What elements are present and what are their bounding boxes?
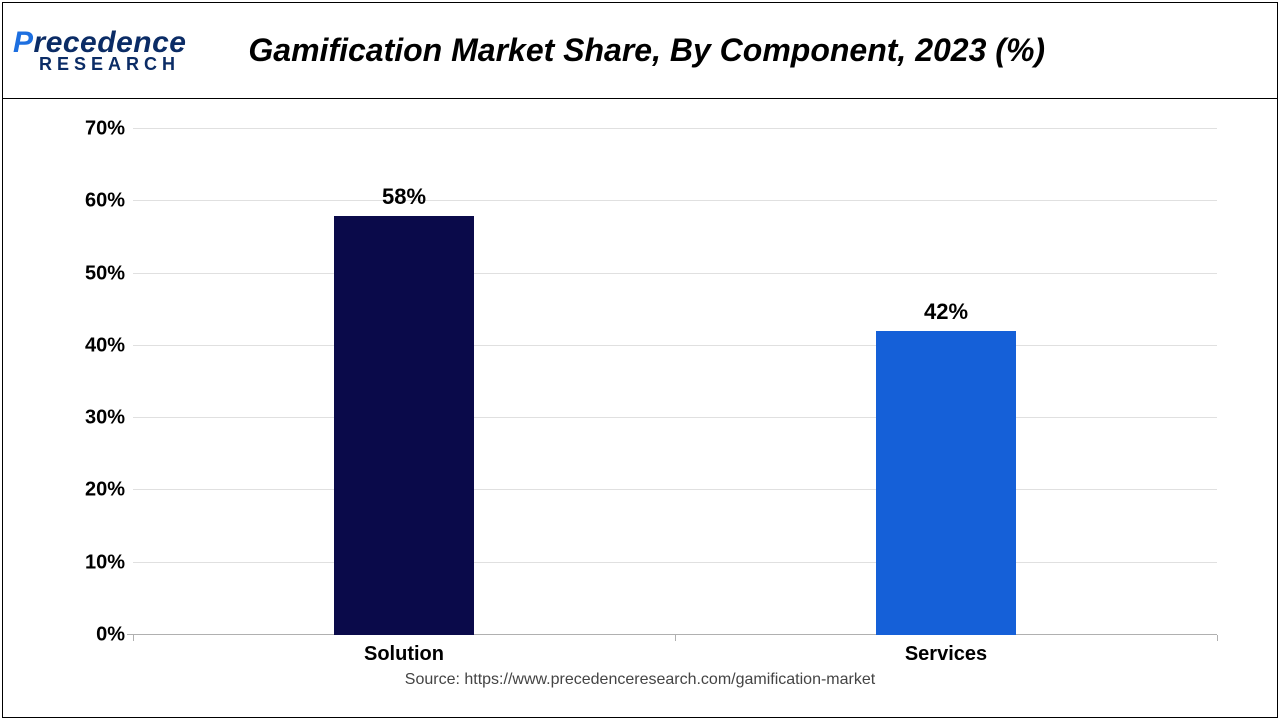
- x-tick: [133, 635, 134, 641]
- bar-container: 58%: [334, 184, 474, 635]
- bar: [334, 216, 474, 635]
- grid-line: [133, 345, 1217, 346]
- logo-bottom: RESEARCH: [39, 56, 186, 72]
- grid-line: [133, 200, 1217, 201]
- bar: [876, 331, 1016, 635]
- x-axis-label: Services: [675, 643, 1217, 666]
- chart-area: 0%10%20%30%40%50%60%70% 58%42% SolutionS…: [3, 99, 1277, 717]
- x-axis-label: Solution: [133, 643, 675, 666]
- logo-top: Precedence: [13, 29, 186, 56]
- chart-frame: Precedence RESEARCH Gamification Market …: [2, 2, 1278, 718]
- precedence-logo: Precedence RESEARCH: [13, 29, 186, 72]
- bar-container: 42%: [876, 299, 1016, 635]
- y-tick-label: 40%: [85, 334, 125, 357]
- plot-wrap: 0%10%20%30%40%50%60%70% 58%42%: [63, 129, 1217, 635]
- logo-accent: P: [13, 26, 34, 59]
- grid-line: [133, 273, 1217, 274]
- grid-line: [133, 417, 1217, 418]
- y-tick-label: 20%: [85, 479, 125, 502]
- bar-value-label: 58%: [382, 184, 426, 210]
- grid-line: [133, 489, 1217, 490]
- source-text: Source: https://www.precedenceresearch.c…: [63, 671, 1217, 691]
- y-tick-label: 70%: [85, 118, 125, 141]
- grid-line: [133, 562, 1217, 563]
- y-tick-label: 60%: [85, 190, 125, 213]
- x-axis-line: [127, 634, 1217, 635]
- grid-line: [133, 128, 1217, 129]
- bar-value-label: 42%: [924, 299, 968, 325]
- y-tick-label: 10%: [85, 551, 125, 574]
- y-tick-label: 0%: [96, 624, 125, 647]
- chart-title: Gamification Market Share, By Component,…: [206, 32, 1267, 69]
- x-tick: [675, 635, 676, 641]
- y-axis: 0%10%20%30%40%50%60%70%: [63, 129, 133, 635]
- y-tick-label: 50%: [85, 262, 125, 285]
- x-tick: [1217, 635, 1218, 641]
- header-bar: Precedence RESEARCH Gamification Market …: [3, 3, 1277, 99]
- plot-region: 58% 42%: [133, 129, 1217, 635]
- y-tick-label: 30%: [85, 407, 125, 430]
